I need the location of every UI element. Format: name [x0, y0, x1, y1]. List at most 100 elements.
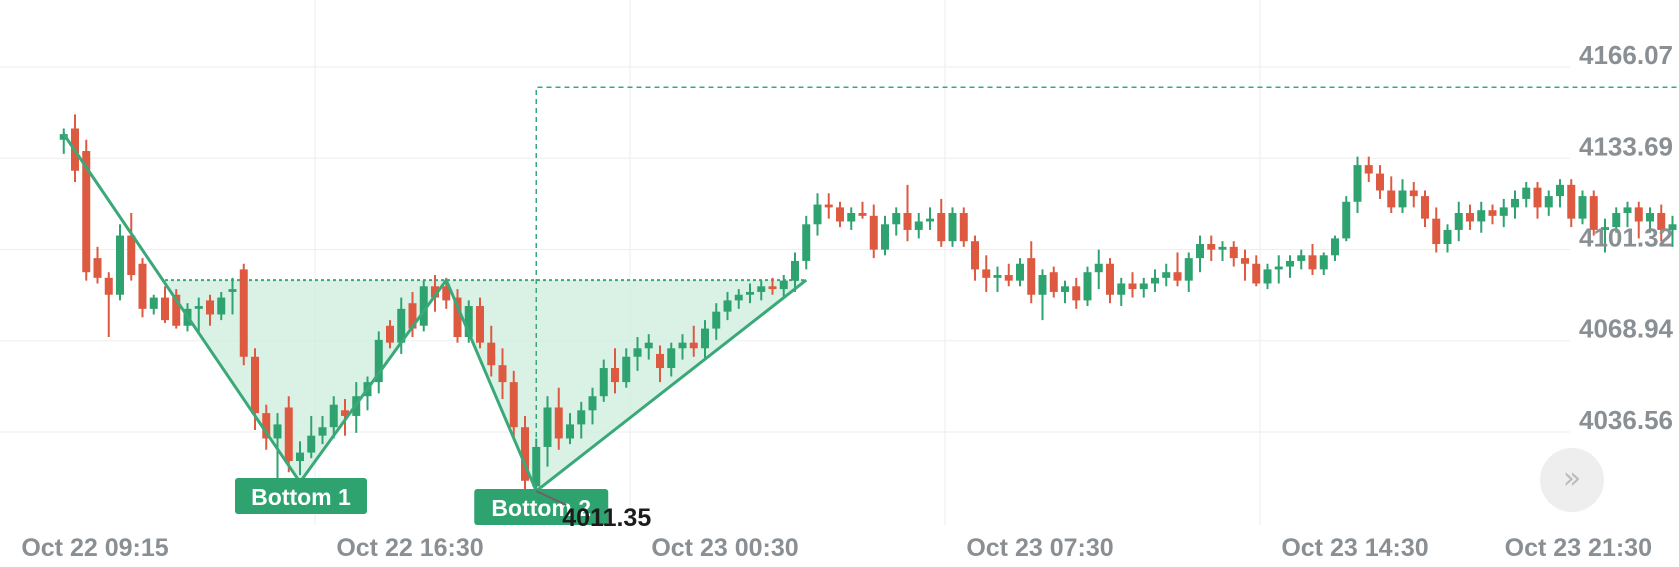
candle-body — [1432, 218, 1441, 245]
candle — [1567, 179, 1576, 228]
candle — [1353, 156, 1362, 214]
pattern-zigzag-line — [62, 133, 808, 493]
candle-body — [566, 424, 574, 439]
candle — [1342, 196, 1351, 242]
candle — [802, 215, 811, 270]
candle-body — [1027, 258, 1036, 295]
candle — [847, 207, 856, 230]
candle — [104, 272, 113, 338]
candle-body — [824, 204, 833, 208]
candle — [757, 280, 766, 301]
candle — [476, 297, 484, 349]
candle — [149, 294, 158, 315]
candle — [712, 303, 721, 340]
y-tick-label: 4068.94 — [1579, 314, 1674, 344]
candle — [1162, 263, 1171, 287]
candle-body — [59, 134, 68, 140]
candle — [1421, 190, 1429, 228]
candle-body — [1533, 187, 1542, 208]
candle — [532, 438, 541, 493]
candle-body — [498, 365, 507, 383]
candle-body — [971, 241, 979, 270]
candle — [161, 286, 169, 323]
candle-body — [386, 325, 394, 343]
candle-body — [329, 404, 338, 428]
candle-body — [1229, 246, 1238, 259]
candle-body — [1049, 272, 1058, 292]
candle-body — [1196, 244, 1204, 259]
candle — [588, 387, 597, 425]
candle-body — [284, 407, 293, 462]
candle-body — [1578, 196, 1587, 219]
candle-body — [1364, 165, 1373, 174]
candle-body — [1297, 255, 1306, 261]
candle-body — [296, 452, 304, 462]
candle-body — [442, 286, 451, 301]
candle — [1443, 224, 1452, 253]
candle — [1229, 241, 1238, 267]
candle — [1117, 277, 1126, 307]
candle — [82, 139, 91, 281]
candle — [1106, 258, 1114, 304]
scroll-to-latest-button[interactable]: » — [1540, 448, 1604, 512]
candle-body — [532, 446, 541, 487]
candle — [1364, 156, 1373, 183]
candle — [746, 283, 754, 304]
candle — [1578, 190, 1587, 225]
candle — [824, 193, 833, 219]
candle — [982, 255, 991, 292]
candle — [633, 337, 642, 371]
candle — [1477, 201, 1486, 233]
candle — [1072, 277, 1081, 309]
candle-body — [1184, 258, 1193, 281]
candle — [554, 387, 563, 450]
candle-body — [1331, 238, 1339, 256]
candle-body — [1443, 229, 1452, 245]
candle-body — [1139, 283, 1148, 290]
candle-body — [678, 342, 687, 349]
candle — [543, 396, 552, 467]
candle — [1218, 241, 1227, 261]
candle-body — [554, 407, 563, 439]
x-tick-label: Oct 22 09:15 — [21, 534, 168, 562]
candle-body — [1589, 196, 1598, 230]
candle-body — [1274, 266, 1283, 270]
candle — [1398, 179, 1407, 214]
candle-body — [926, 218, 934, 222]
candle-body — [948, 213, 957, 242]
candle-body — [341, 410, 349, 416]
candle-body — [1218, 246, 1227, 250]
candle — [1016, 258, 1024, 287]
candle — [858, 201, 867, 219]
candle-body — [1421, 196, 1429, 219]
candle-body — [419, 286, 428, 326]
candle — [138, 258, 147, 318]
candle-body — [959, 213, 968, 242]
candle — [779, 275, 788, 298]
candle-body — [1016, 263, 1024, 281]
candle — [1004, 263, 1013, 287]
candle — [1522, 182, 1531, 208]
candle — [1657, 204, 1666, 242]
candle — [1241, 249, 1249, 281]
candle-body — [1511, 198, 1519, 208]
candle — [993, 266, 1002, 292]
candle — [217, 291, 226, 321]
candle-body — [521, 427, 529, 481]
candle — [1173, 252, 1182, 287]
candle-body — [1387, 190, 1396, 208]
candle — [93, 246, 102, 284]
candle — [678, 334, 687, 360]
candle — [599, 359, 608, 402]
double-chevron-right-icon: » — [1562, 461, 1582, 496]
candle — [656, 345, 664, 383]
candle-body — [734, 294, 743, 301]
candle-body — [127, 235, 136, 276]
candle-body — [701, 328, 709, 349]
candle-body — [82, 151, 91, 273]
candle-body — [1173, 272, 1182, 281]
candle — [1409, 182, 1418, 208]
candle-body — [1128, 283, 1137, 290]
candle-body — [903, 213, 912, 230]
